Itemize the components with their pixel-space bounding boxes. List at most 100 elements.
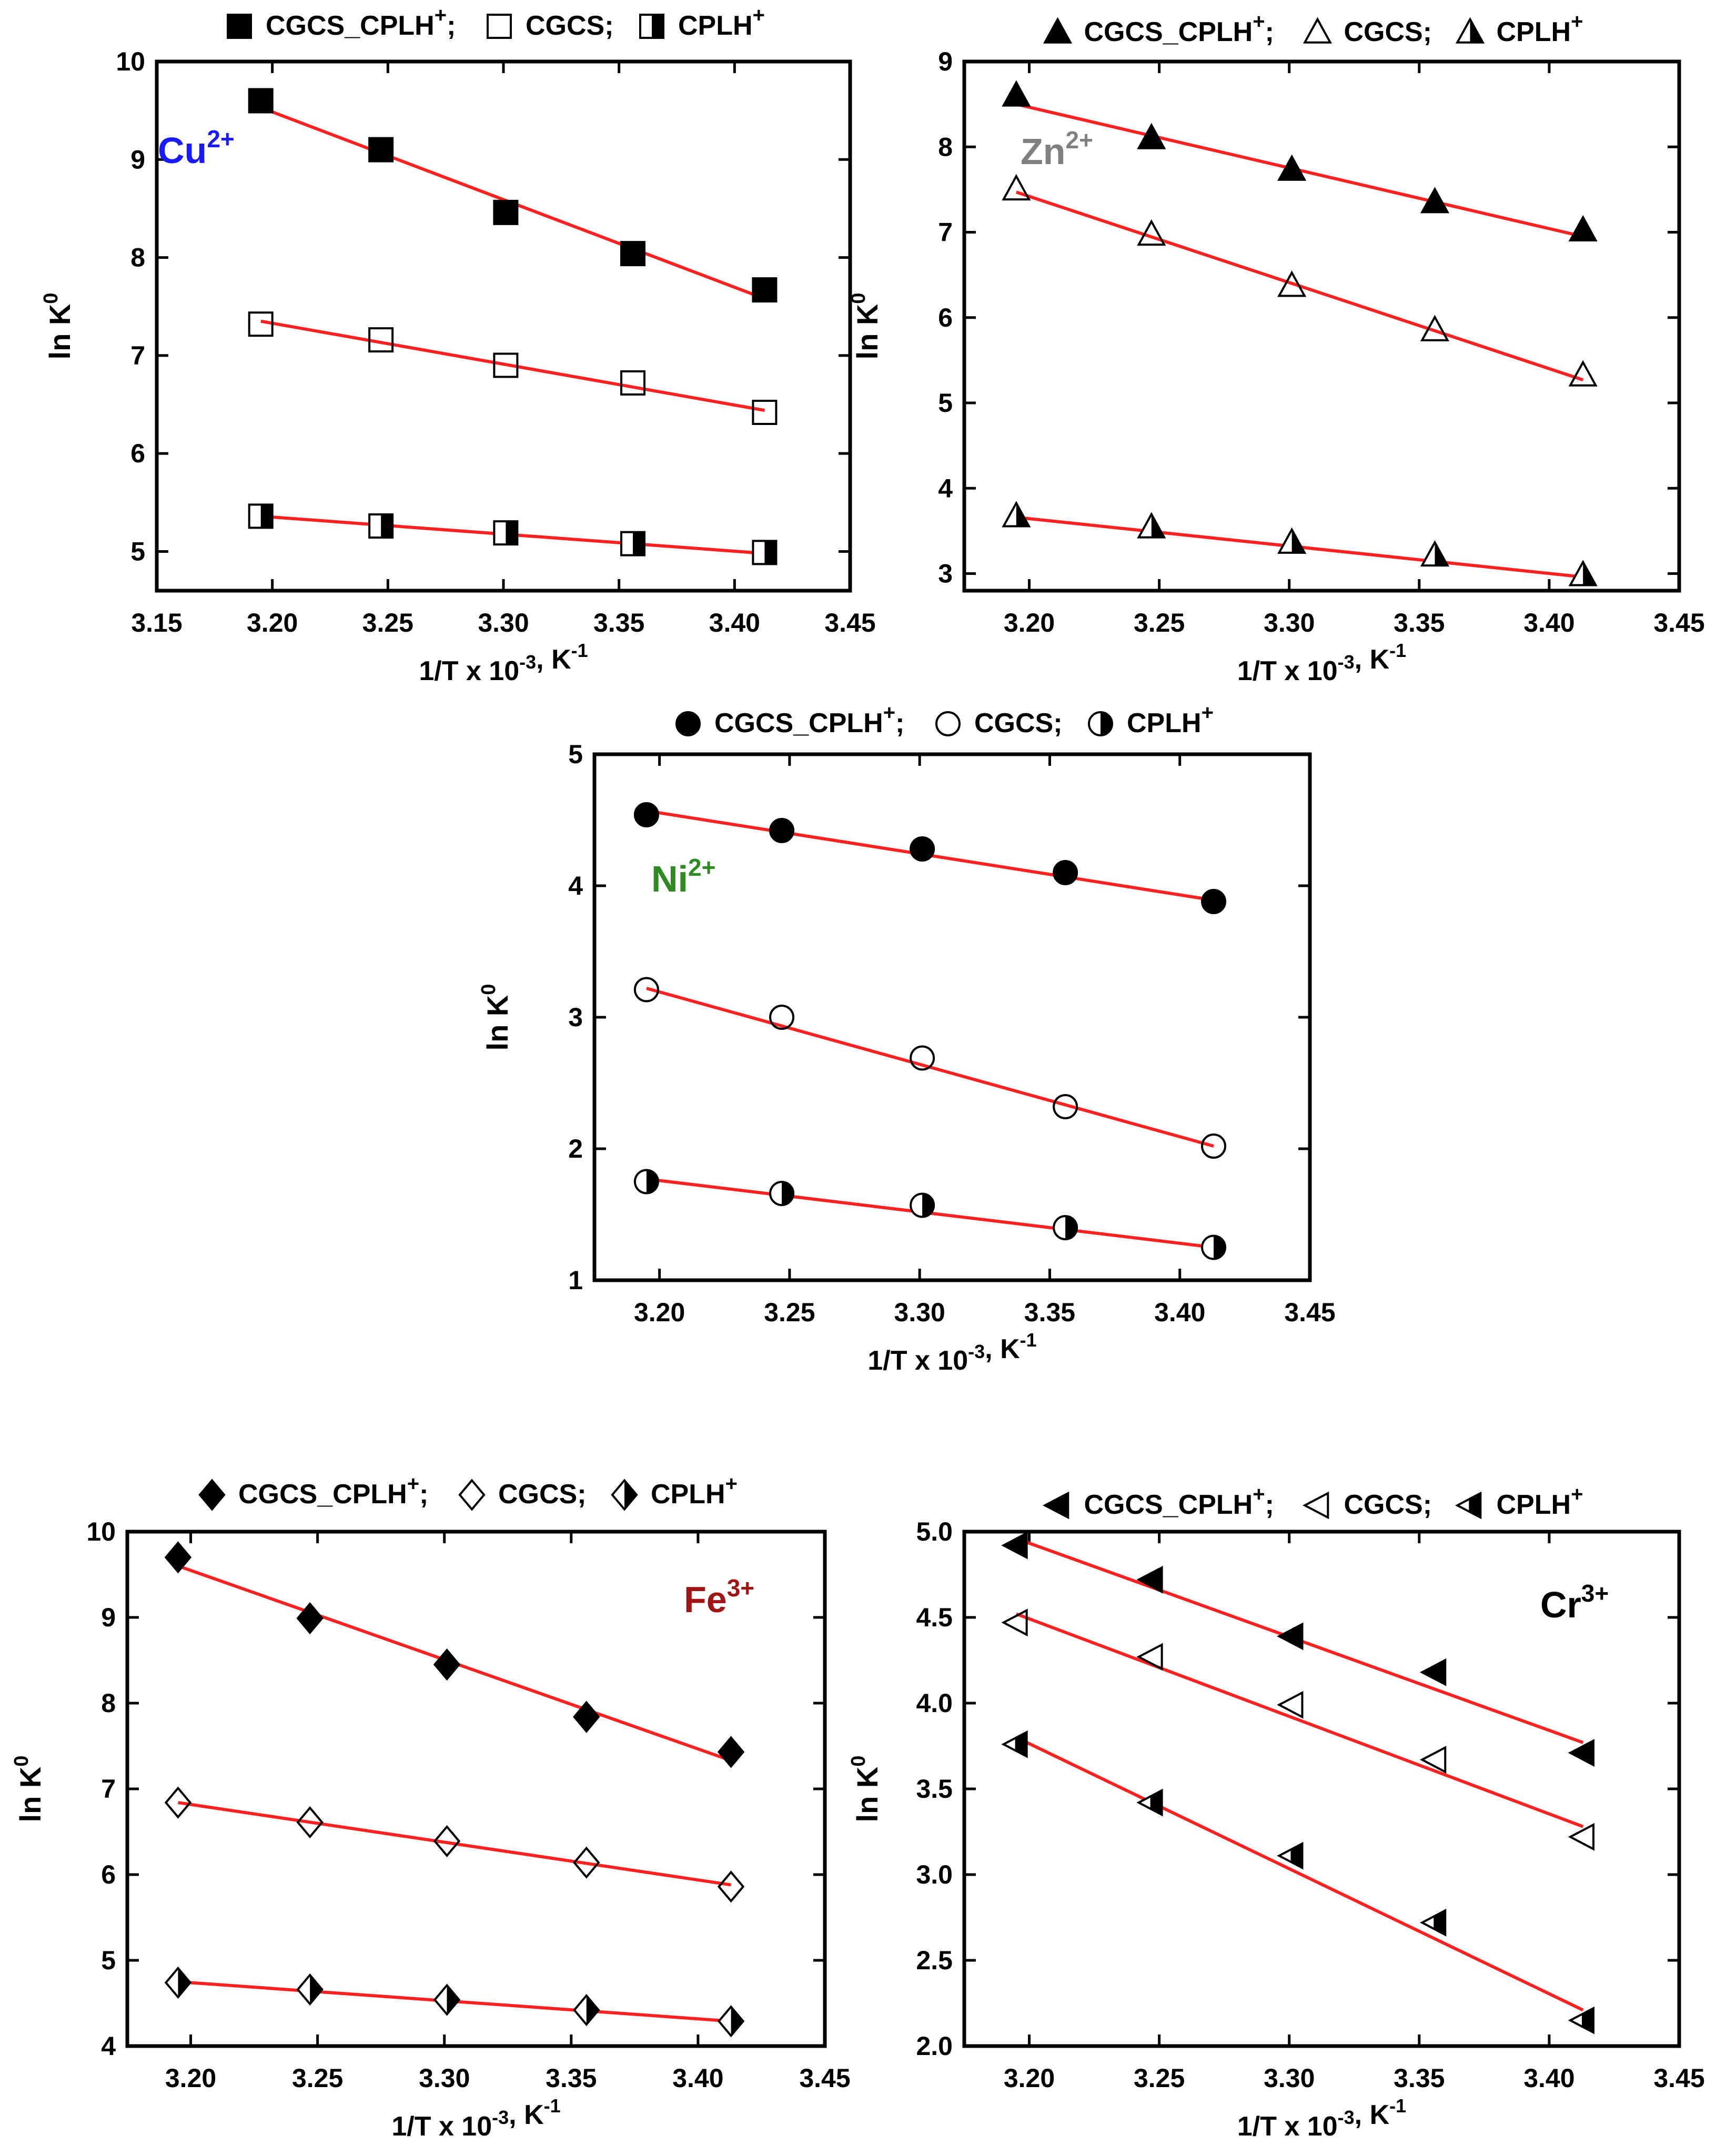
data-point [910, 1045, 935, 1071]
y-tick-label: 8 [101, 1688, 116, 1718]
ion-label: Ni2+ [651, 854, 715, 899]
marker-half [1065, 1216, 1077, 1239]
legend-label-part: CGCS_CPLH [1084, 1490, 1253, 1520]
legend-marker [1042, 1491, 1069, 1520]
series-cgcs-cplh [633, 802, 1227, 914]
marker-outline [620, 531, 646, 556]
x-axis-label-part: , K [985, 1334, 1020, 1364]
data-point [717, 1736, 745, 1768]
marker-outline [1277, 1841, 1304, 1870]
marker-outline [620, 241, 646, 267]
data-point [493, 520, 519, 546]
x-tick-label: 3.35 [1394, 2063, 1445, 2093]
marker-outline [1001, 1531, 1028, 1560]
legend-label-part: CGCS_CPLH [266, 11, 435, 41]
x-axis-label-part: 1/T x 10 [867, 1345, 968, 1376]
legend-label: CGCS; [974, 708, 1063, 738]
marker-half [652, 15, 663, 38]
legend: CGCS_CPLH+; CGCS; CPLH+ [227, 4, 765, 41]
x-tick-label: 3.40 [1523, 608, 1574, 637]
x-tick-label: 3.35 [546, 2063, 597, 2093]
marker-half [764, 541, 776, 564]
legend-label: CGCS; [1344, 17, 1432, 47]
data-point [368, 327, 394, 353]
marker-outline [1137, 219, 1166, 246]
x-tick-label: 3.25 [764, 1298, 815, 1327]
data-point [633, 802, 659, 827]
marker-half [586, 1996, 599, 2025]
marker-outline [717, 2005, 745, 2038]
marker-half [646, 1170, 658, 1193]
data-point [368, 513, 394, 539]
legend-marker [198, 1479, 226, 1511]
data-point [1001, 1531, 1028, 1560]
marker-outline [1568, 2006, 1594, 2034]
y-tick-label: 2 [568, 1134, 583, 1163]
data-point [164, 1966, 192, 1999]
marker-half [1434, 1910, 1446, 1935]
ion-symbol: Zn [1021, 131, 1066, 172]
marker-outline [1136, 1565, 1163, 1594]
data-point [620, 370, 646, 396]
marker-outline [935, 711, 961, 736]
legend-marker [935, 711, 961, 736]
y-tick-label: 10 [86, 1517, 116, 1546]
chart-cu: 3.15 3.20 3.25 3.30 3.35 3.40 3.45 5 6 7 8 9 10 1/T x… [40, 4, 876, 686]
marker-half [260, 504, 272, 528]
x-axis-label-part: , K [1355, 644, 1390, 675]
marker-outline [1001, 1730, 1028, 1758]
y-tick-label: 7 [938, 218, 953, 247]
x-tick-label: 3.30 [894, 1298, 945, 1327]
marker-outline [493, 199, 519, 225]
ion-charge: 2+ [688, 854, 715, 881]
marker-outline [1277, 154, 1307, 181]
series-cplh [1002, 501, 1598, 586]
marker-outline [675, 711, 701, 736]
y-axis-label: ln K0 [847, 1756, 884, 1823]
x-axis-label-sup: -3 [519, 651, 536, 673]
marker-outline [1201, 1133, 1227, 1159]
data-point [620, 531, 646, 556]
legend-label-sup: + [1253, 1483, 1265, 1506]
data-point [1002, 80, 1031, 107]
y-axis-label-part: ln K [43, 304, 76, 360]
marker-outline [458, 1479, 486, 1511]
data-point [769, 1181, 795, 1206]
series-cgcs-cplh [1001, 1531, 1594, 1767]
x-tick-label: 3.25 [362, 608, 413, 637]
legend-label: CPLH+ [1497, 10, 1583, 47]
marker-half [624, 1480, 637, 1510]
y-tick-label: 5 [568, 740, 583, 769]
series-cgcs [633, 977, 1227, 1159]
y-tick-label: 5 [130, 537, 145, 566]
marker-outline [620, 370, 646, 396]
legend-marker [227, 14, 252, 39]
data-point [433, 1825, 461, 1858]
data-point [1277, 270, 1307, 297]
marker-outline [433, 1825, 461, 1858]
marker-outline [1043, 17, 1073, 44]
chart-fe: 3.20 3.25 3.30 3.35 3.40 3.45 4 5 6 7 8 9 10 1/T x 10… [11, 1472, 851, 2142]
x-axis-label-part: 1/T x 10 [391, 2111, 492, 2142]
data-point [1136, 1565, 1163, 1594]
marker-outline [1002, 80, 1031, 107]
marker-outline [164, 1966, 192, 1999]
marker-outline [1420, 187, 1450, 214]
legend-marker [1455, 1491, 1482, 1520]
data-point [1136, 1643, 1163, 1671]
data-point [1420, 540, 1450, 567]
y-tick-label: 4.0 [916, 1688, 953, 1718]
marker-outline [769, 1005, 795, 1030]
series-cgcs-cplh [164, 1541, 745, 1768]
fit-line [1015, 1612, 1584, 1828]
marker-outline [296, 1973, 324, 2006]
legend-label: CGCS_CPLH+; [266, 4, 456, 41]
x-tick-label: 3.40 [1154, 1298, 1205, 1327]
legend-label-sup: + [1571, 1483, 1583, 1506]
x-axis-label: 1/T x 10-3, K-1 [391, 2095, 560, 2142]
data-point [910, 1192, 935, 1218]
x-axis-label-sup: -3 [1338, 2107, 1355, 2128]
legend-marker [639, 14, 664, 39]
marker-outline [164, 1541, 192, 1574]
marker-half [731, 2007, 743, 2036]
